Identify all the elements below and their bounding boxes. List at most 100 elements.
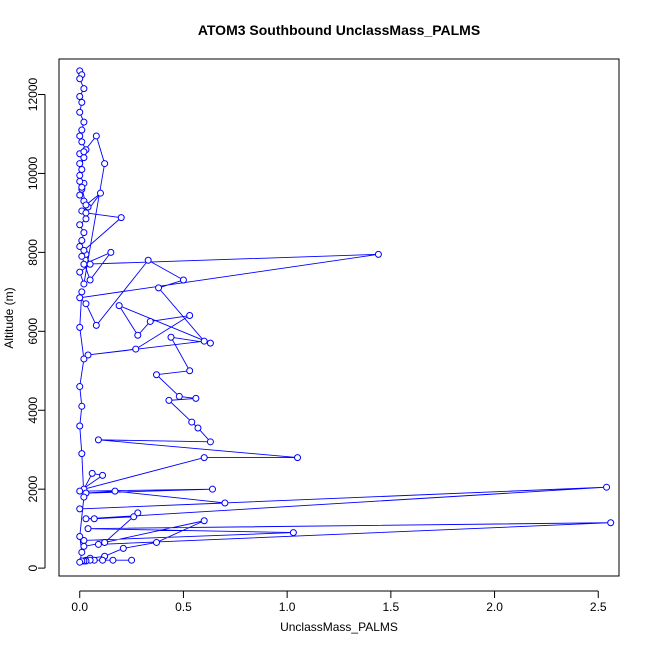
data-point: [167, 333, 175, 341]
data-point: [99, 556, 107, 564]
data-point: [90, 515, 98, 523]
data-point: [78, 402, 86, 410]
data-point: [78, 237, 86, 245]
x-tick-label: 2.0: [486, 600, 503, 614]
data-point: [78, 126, 86, 134]
data-point: [152, 371, 160, 379]
data-point: [186, 367, 194, 375]
data-point: [76, 108, 84, 116]
data-point: [134, 331, 142, 339]
data-point: [76, 160, 84, 168]
data-point: [76, 191, 84, 199]
data-point: [76, 242, 84, 250]
y-tick-label: 8000: [26, 239, 40, 266]
data-point: [80, 493, 88, 501]
y-axis: 0 2000 4000 6000 8000 10000 12000: [26, 78, 46, 571]
y-tick-label: 12000: [26, 78, 40, 112]
data-point: [92, 321, 100, 329]
data-point: [130, 513, 138, 521]
data-point: [82, 201, 90, 209]
data-point: [78, 183, 86, 191]
data-point: [146, 317, 154, 325]
data-point: [99, 471, 107, 479]
data-point: [76, 92, 84, 100]
data-point: [132, 345, 140, 353]
data-point: [607, 519, 615, 527]
data-point: [78, 450, 86, 458]
data-point: [128, 556, 136, 564]
data-point: [80, 148, 88, 156]
series-line: [78, 70, 611, 564]
data-point: [109, 556, 117, 564]
data-point: [200, 337, 208, 345]
data-point: [134, 509, 142, 517]
data-point: [82, 209, 90, 217]
data-point: [80, 280, 88, 288]
data-point: [107, 248, 115, 256]
data-point: [117, 214, 125, 222]
data-point: [101, 160, 109, 168]
y-tick-label: 0: [26, 564, 40, 571]
data-point: [80, 542, 88, 550]
data-point: [78, 138, 86, 146]
data-point: [80, 85, 88, 93]
data-point: [192, 394, 200, 402]
y-tick-label: 4000: [26, 397, 40, 424]
data-point: [76, 383, 84, 391]
data-point: [374, 250, 382, 258]
x-tick-label: 0.0: [71, 600, 88, 614]
data-point: [76, 171, 84, 179]
series-layer: [76, 67, 615, 566]
data-point: [111, 487, 119, 495]
data-point: [179, 276, 187, 284]
data-point: [175, 392, 183, 400]
data-point: [155, 284, 163, 292]
data-point: [76, 323, 84, 331]
data-point: [76, 533, 84, 541]
data-point: [294, 454, 302, 462]
data-point: [84, 525, 92, 533]
y-tick-label: 10000: [26, 156, 40, 190]
x-tick-label: 1.5: [383, 600, 400, 614]
x-tick-label: 1.0: [279, 600, 296, 614]
data-point: [200, 454, 208, 462]
y-axis-label: Altitude (m): [2, 287, 16, 348]
data-point: [80, 246, 88, 254]
data-point: [206, 339, 214, 347]
data-point: [76, 221, 84, 229]
data-point: [206, 438, 214, 446]
data-point: [94, 540, 102, 548]
data-point: [82, 300, 90, 308]
data-point: [78, 166, 86, 173]
x-axis-label: UnclassMass_PALMS: [280, 620, 398, 634]
data-point: [221, 499, 229, 507]
data-point: [82, 515, 90, 523]
y-tick-label: 2000: [26, 476, 40, 503]
data-point: [603, 483, 611, 491]
data-point: [200, 517, 208, 525]
data-point: [208, 485, 216, 493]
data-point: [152, 538, 160, 546]
data-point: [76, 268, 84, 276]
data-point: [86, 276, 94, 284]
data-point: [76, 487, 84, 495]
x-tick-label: 0.5: [175, 600, 192, 614]
data-point: [94, 436, 102, 444]
data-point: [78, 548, 86, 556]
y-tick-label: 6000: [26, 318, 40, 345]
data-point: [194, 424, 202, 432]
data-point: [165, 396, 173, 404]
data-point: [82, 215, 90, 223]
data-point: [76, 294, 84, 302]
data-point: [78, 98, 86, 106]
data-point: [80, 260, 88, 268]
data-point: [76, 132, 84, 140]
data-point: [76, 75, 84, 83]
data-point: [84, 351, 92, 359]
data-point: [86, 260, 94, 268]
data-point: [188, 418, 196, 426]
data-point: [92, 132, 100, 140]
plot-box: [58, 58, 620, 577]
data-point: [80, 154, 88, 162]
